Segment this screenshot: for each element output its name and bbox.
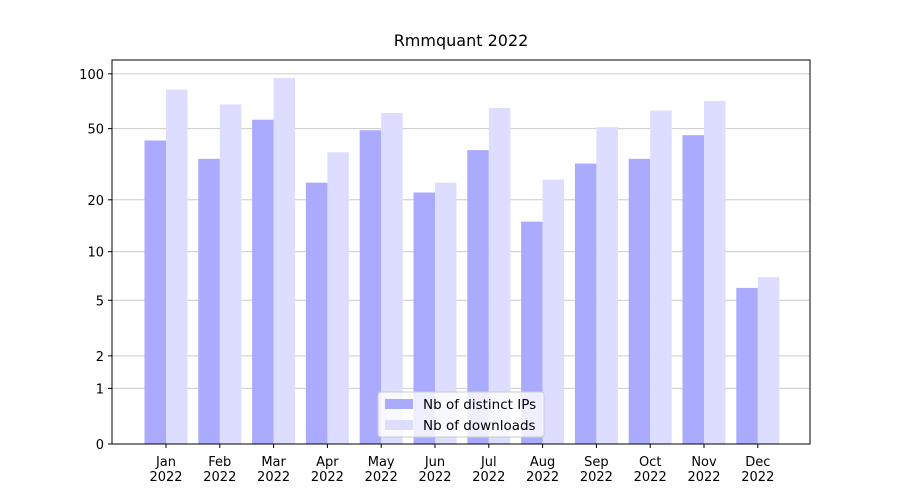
legend-label: Nb of downloads: [423, 418, 536, 434]
bar: [521, 221, 543, 444]
bar: [542, 179, 565, 444]
bar: [704, 100, 726, 444]
bar: [327, 152, 349, 444]
bar: [144, 140, 166, 444]
plot-frame: [111, 59, 811, 445]
bar: [628, 158, 651, 444]
x-tick-label: Jun 2022: [418, 455, 451, 485]
y-tick-label: 10: [87, 246, 104, 261]
bar: [467, 150, 489, 444]
bar: [359, 130, 382, 444]
y-tick-label: 0: [96, 438, 104, 453]
x-tick-label: Dec 2022: [741, 455, 774, 485]
x-tick-label: Apr 2022: [311, 455, 344, 485]
bar: [757, 277, 780, 444]
legend-box: [377, 391, 545, 438]
y-tick-label: 100: [79, 68, 104, 83]
bar: [488, 107, 511, 445]
x-tick-label: Feb 2022: [203, 455, 236, 485]
x-tick-label: Nov 2022: [687, 455, 720, 485]
bar: [219, 104, 242, 445]
bar: [252, 119, 274, 444]
x-tick-label: Mar 2022: [257, 455, 290, 485]
legend-label: Nb of distinct IPs: [423, 397, 536, 413]
bar: [574, 163, 597, 444]
x-tick-label: May 2022: [365, 455, 398, 485]
x-tick-label: Sep 2022: [580, 455, 613, 485]
bar: [736, 287, 758, 444]
legend-swatch: [385, 420, 413, 430]
bar: [650, 110, 672, 445]
bar: [198, 158, 220, 444]
x-tick-label: Jan 2022: [149, 455, 182, 485]
legend: Nb of distinct IPs Nb of downloads: [377, 391, 545, 438]
bar: [305, 182, 328, 445]
bar: [596, 127, 618, 444]
y-tick-label: 50: [87, 123, 104, 138]
bar: [381, 112, 403, 444]
x-tick-label: Aug 2022: [526, 455, 559, 485]
bar: [273, 77, 296, 444]
y-tick-label: 2: [96, 350, 104, 365]
y-tick-label: 5: [96, 294, 104, 309]
y-tick-label: 20: [87, 194, 104, 209]
bar: [166, 89, 188, 444]
x-tick-label: Jul 2022: [472, 455, 505, 485]
bar: [682, 135, 704, 444]
x-tick-label: Oct 2022: [634, 455, 667, 485]
bar: [435, 182, 457, 445]
legend-swatch: [385, 399, 413, 409]
chart-title: Rmmquant 2022: [394, 31, 529, 50]
bar: [413, 192, 435, 444]
y-tick-label: 1: [96, 382, 104, 397]
